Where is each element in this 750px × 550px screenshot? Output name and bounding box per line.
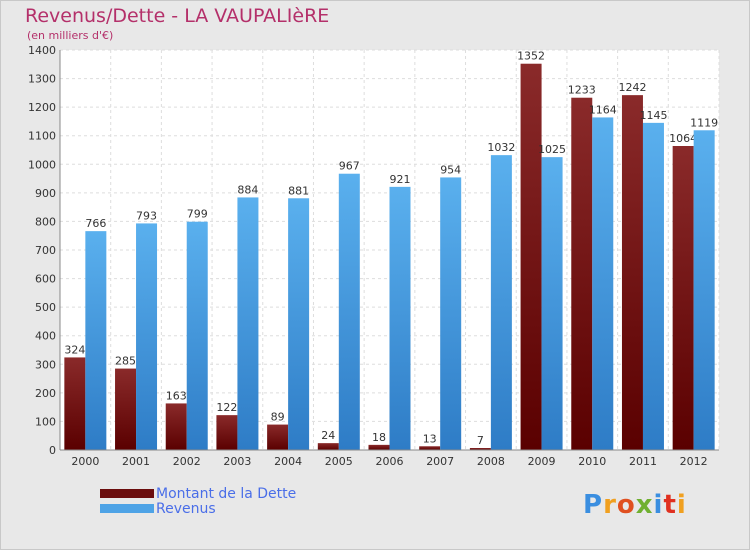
bar-revenue <box>490 155 512 450</box>
bar-revenue <box>541 157 563 450</box>
y-tick-label: 0 <box>49 444 56 457</box>
x-tick-label: 2012 <box>680 455 708 468</box>
logo-letter: x <box>635 490 654 520</box>
bar-debt <box>621 95 643 451</box>
legend: Montant de la Dette Revenus <box>100 485 297 517</box>
data-label-revenue: 921 <box>390 173 411 186</box>
x-tick-label: 2007 <box>426 455 454 468</box>
bar-debt <box>115 368 137 450</box>
x-tick-label: 2010 <box>578 455 606 468</box>
bar-revenue <box>338 173 360 450</box>
y-tick-label: 300 <box>35 358 56 371</box>
bar-debt <box>469 448 491 450</box>
logo-letter: t <box>663 490 677 520</box>
logo-letter: i <box>653 490 664 520</box>
data-label-revenue: 967 <box>339 160 360 173</box>
legend-label-revenue: Revenus <box>156 500 216 517</box>
data-label-revenue: 1119 <box>690 116 718 129</box>
data-label-debt: 1233 <box>568 84 596 97</box>
data-label-debt: 324 <box>64 343 85 356</box>
data-label-debt: 163 <box>166 389 187 402</box>
data-label-debt: 18 <box>372 431 386 444</box>
data-label-revenue: 1164 <box>589 103 617 116</box>
bar-debt <box>267 424 289 450</box>
legend-item-debt: Montant de la Dette <box>100 485 297 502</box>
y-tick-label: 100 <box>35 415 56 428</box>
y-tick-label: 500 <box>35 301 56 314</box>
bar-revenue <box>693 130 715 451</box>
chart-title: Revenus/Dette - LA VAUPALIèRE <box>25 5 330 27</box>
logo-letter: r <box>603 490 617 520</box>
data-label-revenue: 881 <box>288 184 309 197</box>
bar-revenue <box>592 117 614 450</box>
bar-debt <box>419 446 441 450</box>
logo-letter: i <box>676 490 687 520</box>
bar-revenue <box>389 186 411 450</box>
legend-item-revenue: Revenus <box>100 500 296 517</box>
data-label-debt: 24 <box>321 429 335 442</box>
bar-debt <box>317 443 339 450</box>
x-tick-label: 2004 <box>274 455 302 468</box>
data-label-revenue: 1145 <box>639 109 667 122</box>
x-tick-label: 2006 <box>376 455 404 468</box>
data-label-debt: 1242 <box>618 81 646 94</box>
y-tick-label: 1300 <box>28 73 56 86</box>
legend-swatch-debt <box>100 489 154 498</box>
y-tick-label: 700 <box>35 244 56 257</box>
data-label-debt: 285 <box>115 355 136 368</box>
x-tick-label: 2003 <box>223 455 251 468</box>
legend-swatch-revenue <box>100 504 154 513</box>
y-tick-label: 1400 <box>28 44 56 57</box>
x-tick-label: 2005 <box>325 455 353 468</box>
x-tick-label: 2008 <box>477 455 505 468</box>
data-label-revenue: 954 <box>440 163 461 176</box>
data-label-revenue: 793 <box>136 209 157 222</box>
legend-label-debt: Montant de la Dette <box>156 485 297 502</box>
data-label-revenue: 884 <box>237 183 258 196</box>
data-label-revenue: 1025 <box>538 143 566 156</box>
data-label-debt: 13 <box>423 432 437 445</box>
data-label-debt: 7 <box>477 434 484 447</box>
bar-revenue <box>186 221 208 450</box>
x-tick-label: 2002 <box>173 455 201 468</box>
y-tick-label: 1000 <box>28 158 56 171</box>
x-tick-label: 2009 <box>528 455 556 468</box>
logo-letter: P <box>583 490 604 520</box>
data-label-revenue: 799 <box>187 208 208 221</box>
bar-revenue <box>440 177 462 450</box>
bar-revenue <box>85 231 107 450</box>
y-tick-label: 200 <box>35 387 56 400</box>
y-tick-label: 800 <box>35 215 56 228</box>
bar-debt <box>216 415 238 450</box>
data-label-revenue: 766 <box>85 217 106 230</box>
bar-revenue <box>136 223 158 450</box>
bar-debt <box>520 63 542 450</box>
y-tick-label: 1200 <box>28 101 56 114</box>
data-label-debt: 89 <box>271 411 285 424</box>
proxiti-logo: Proxiti <box>583 490 687 520</box>
bar-debt <box>571 97 593 450</box>
bar-revenue <box>237 197 259 450</box>
x-tick-label: 2001 <box>122 455 150 468</box>
y-tick-label: 600 <box>35 273 56 286</box>
bar-revenue <box>288 198 310 450</box>
bar-debt <box>165 403 187 450</box>
data-label-debt: 1064 <box>669 132 697 145</box>
bar-debt <box>368 444 390 450</box>
x-tick-label: 2000 <box>71 455 99 468</box>
data-label-debt: 122 <box>216 401 237 414</box>
data-label-debt: 1352 <box>517 50 545 63</box>
y-tick-label: 1100 <box>28 130 56 143</box>
chart-subtitle: (en milliers d'€) <box>27 29 114 42</box>
data-label-revenue: 1032 <box>487 141 515 154</box>
y-tick-label: 400 <box>35 330 56 343</box>
logo-letter: o <box>616 490 636 520</box>
bar-debt <box>672 146 694 450</box>
x-tick-label: 2011 <box>629 455 657 468</box>
y-tick-label: 900 <box>35 187 56 200</box>
bar-debt <box>64 357 86 450</box>
bar-revenue <box>642 122 664 450</box>
